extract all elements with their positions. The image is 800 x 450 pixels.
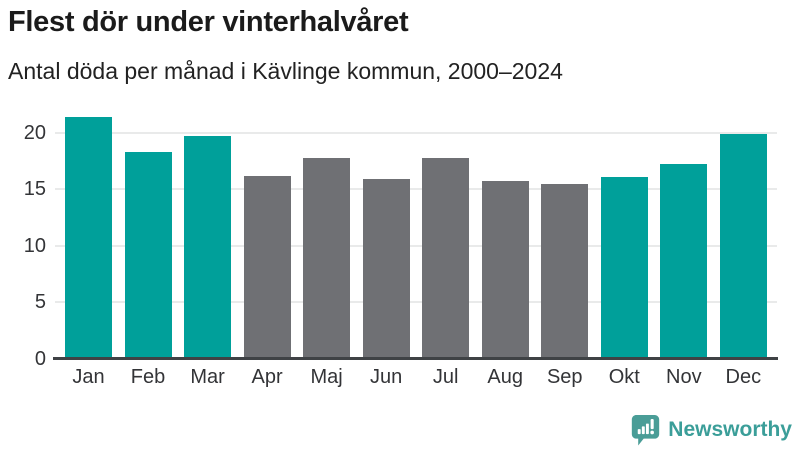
chart-subtitle: Antal döda per månad i Kävlinge kommun, … xyxy=(8,58,563,84)
bar-apr xyxy=(243,175,291,359)
x-tick-label-aug: Aug xyxy=(487,366,524,388)
newsworthy-brand: Newsworthy xyxy=(630,413,792,447)
y-axis: 0 5 10 15 20 xyxy=(0,110,46,370)
y-tick-label-5: 5 xyxy=(34,291,46,314)
x-axis-labels: Jan Feb Mar Apr Maj Jun Jul Aug Sep Okt Nov Dec xyxy=(55,366,777,394)
bar-nov xyxy=(660,164,708,359)
y-tick-label-15: 15 xyxy=(23,178,46,201)
bars-container xyxy=(55,110,777,359)
bar-maj xyxy=(303,157,351,359)
brand-name: Newsworthy xyxy=(668,418,792,441)
bar-jan xyxy=(65,116,112,359)
gridline-20 xyxy=(55,131,777,134)
x-tick-label-maj: Maj xyxy=(310,366,343,388)
gridline-10 xyxy=(55,244,777,247)
bar-jul xyxy=(422,157,470,359)
x-tick-label-mar: Mar xyxy=(190,366,225,388)
newsworthy-logo-icon xyxy=(632,414,660,446)
x-tick-label-jul: Jul xyxy=(432,366,459,388)
chart-title: Flest dör under vinterhalvåret xyxy=(8,6,409,38)
x-axis-line xyxy=(53,357,778,360)
bar-mar xyxy=(184,136,232,359)
x-tick-label-sep: Sep xyxy=(546,366,583,388)
x-tick-label-nov: Nov xyxy=(666,366,702,388)
x-tick-label-jan: Jan xyxy=(72,366,105,388)
x-tick-label-apr: Apr xyxy=(251,366,283,388)
y-tick-label-20: 20 xyxy=(23,121,46,144)
y-tick-label-0: 0 xyxy=(34,348,46,370)
x-tick-label-okt: Okt xyxy=(608,366,640,388)
gridline-15 xyxy=(55,188,777,191)
y-tick-label-10: 10 xyxy=(23,234,46,257)
gridline-5 xyxy=(55,301,777,304)
x-tick-label-jun: Jun xyxy=(370,366,403,388)
bar-feb xyxy=(124,151,172,359)
bar-aug xyxy=(481,181,529,359)
bar-okt xyxy=(600,176,648,359)
plot-area xyxy=(55,110,777,359)
bar-jun xyxy=(362,179,410,359)
x-tick-label-dec: Dec xyxy=(725,366,762,388)
bar-dec xyxy=(719,133,767,359)
x-tick-label-feb: Feb xyxy=(130,366,166,388)
bar-sep xyxy=(541,183,589,359)
